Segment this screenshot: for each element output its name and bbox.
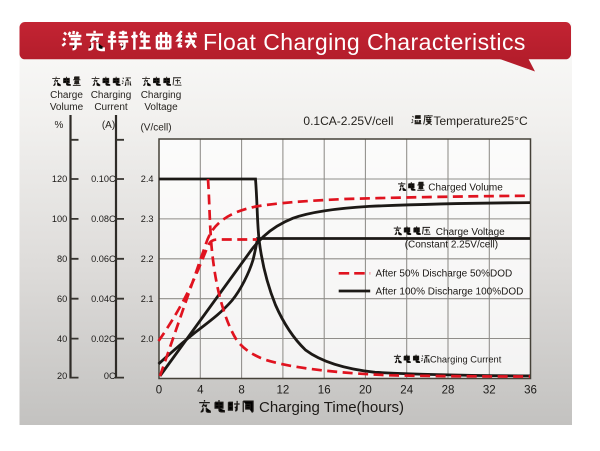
svg-text:60: 60 [57,294,67,304]
svg-text:2.4: 2.4 [141,174,154,184]
svg-text:2.3: 2.3 [141,214,154,224]
svg-text:Charging Current: Charging Current [430,355,502,365]
svg-text:20: 20 [359,385,372,397]
svg-text:(A): (A) [102,120,115,131]
svg-text:Charged Volume: Charged Volume [428,183,503,194]
svg-text:120: 120 [52,174,67,184]
svg-text:40: 40 [57,334,67,344]
svg-text:0.04C: 0.04C [91,294,116,304]
svg-text:Charge: Charge [50,90,83,101]
svg-text:4: 4 [197,385,204,397]
svg-text:After 50% Discharge 50%DOD: After 50% Discharge 50%DOD [376,269,513,280]
svg-text:16: 16 [318,385,331,397]
svg-text:0.1CA-2.25V/cell: 0.1CA-2.25V/cell [303,114,393,128]
svg-text:Charging: Charging [141,90,182,101]
svg-text:Current: Current [94,102,128,113]
svg-text:Charging Time(hours): Charging Time(hours) [259,399,404,416]
svg-text:%: % [55,120,64,131]
svg-text:20: 20 [57,371,67,381]
svg-text:(Constant 2.25V/cell): (Constant 2.25V/cell) [405,239,498,250]
svg-text:12: 12 [277,385,290,397]
svg-text:80: 80 [57,254,67,264]
svg-text:0: 0 [156,385,162,397]
svg-text:0.06C: 0.06C [91,254,116,264]
svg-text:0.02C: 0.02C [91,334,116,344]
svg-text:Volume: Volume [50,102,84,113]
svg-text:8: 8 [238,385,244,397]
svg-text:After 100% Discharge 100%DOD: After 100% Discharge 100%DOD [376,287,524,298]
svg-text:24: 24 [400,385,413,397]
svg-text:0C: 0C [104,371,116,381]
svg-text:2.2: 2.2 [141,254,154,264]
svg-text:Charging: Charging [91,90,132,101]
svg-text:Float Charging Characteristics: Float Charging Characteristics [203,29,526,55]
svg-text:28: 28 [442,385,455,397]
svg-text:2.1: 2.1 [141,294,154,304]
svg-text:Voltage: Voltage [144,102,178,113]
svg-text:Charge Voltage: Charge Voltage [436,227,505,238]
svg-text:2.0: 2.0 [141,334,154,344]
svg-text:Temperature25°C: Temperature25°C [434,114,529,128]
svg-text:0.08C: 0.08C [91,214,116,224]
svg-text:100: 100 [52,214,67,224]
svg-text:32: 32 [483,385,496,397]
svg-text:(V/cell): (V/cell) [140,123,171,134]
svg-text:36: 36 [524,385,537,397]
svg-text:0.10C: 0.10C [91,174,116,184]
